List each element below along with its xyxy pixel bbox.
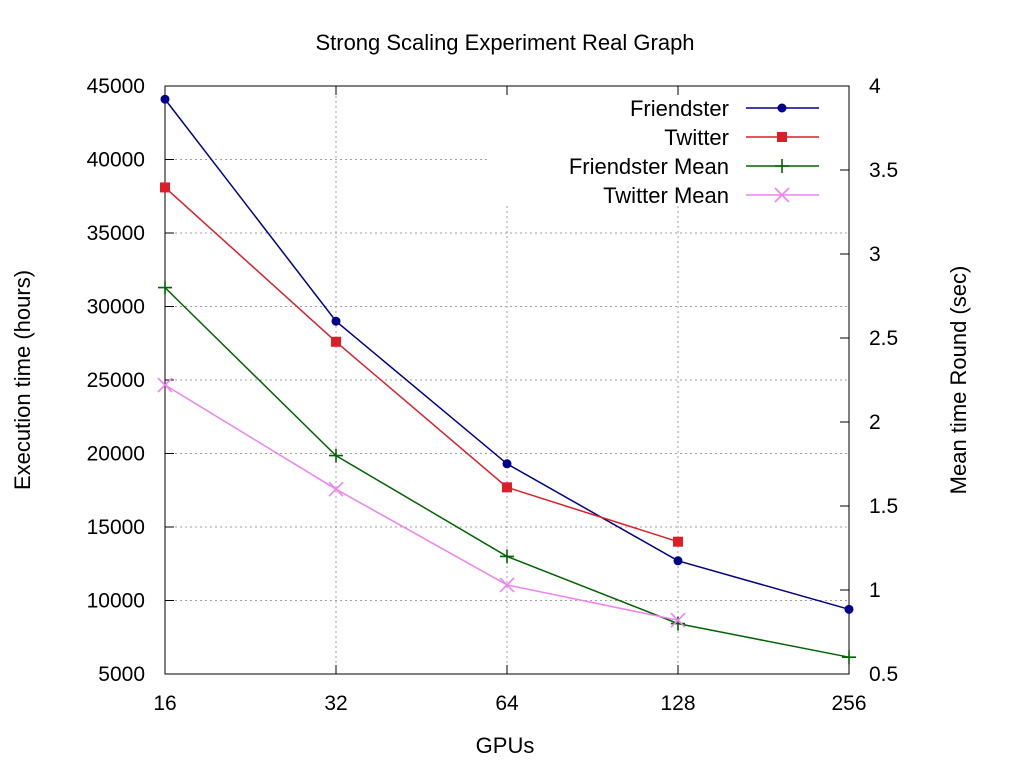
legend-marker-twitter-mean [774,187,790,203]
y2-tick-label: 2.5 [869,327,898,350]
y2-tick-label: 3 [869,243,881,266]
series-line-twitter [164,186,679,543]
grid [165,86,849,674]
data-point-twitter-mean [157,377,173,393]
y-tick-label: 15000 [87,516,145,539]
data-point-twitter [160,182,170,193]
legend-label-friendster-mean: Friendster Mean [569,154,729,179]
y-tick-label: 45000 [87,75,145,98]
y-tick-label: 25000 [87,369,145,392]
y2-tick-label: 3.5 [869,159,898,182]
x-tick-label: 16 [153,692,176,715]
y2-tick-label: 1.5 [869,495,898,518]
y2-tick-label: 0.5 [869,663,898,686]
data-point-friendster [673,556,683,566]
data-point-twitter [673,536,683,547]
x-tick-label: 32 [324,692,347,715]
legend-marker-friendster-mean [775,159,789,173]
legend: Friendster Twitter Friendster Mean Twitter … [569,96,819,208]
data-point-friendster [844,604,854,614]
data-point-twitter [502,482,512,493]
data-point-friendster [331,316,341,326]
data-point-friendster-mean [500,549,514,564]
data-point-friendster [502,459,512,469]
data-point-friendster-mean [158,280,172,295]
chart-title: Strong Scaling Experiment Real Graph [315,30,694,55]
y-tick-label: 40000 [87,149,145,172]
data-point-friendster-mean [671,616,685,631]
y2-axis-title: Mean time Round (sec) [946,266,971,495]
y-axis-title: Execution time (hours) [10,270,35,490]
data-point-twitter-mean [499,577,515,593]
x-axis-title: GPUs [476,733,535,758]
x-tick-label: 256 [831,692,866,715]
x-tick-label: 64 [495,692,519,715]
y-tick-label: 35000 [87,222,145,245]
data-point-friendster-mean [842,650,856,665]
legend-label-twitter: Twitter [664,125,729,150]
y-tick-label: 5000 [98,663,145,686]
legend-label-friendster: Friendster [630,96,729,121]
data-point-twitter-mean [328,481,344,497]
data-point-friendster-mean [329,448,343,463]
x-tick-label: 128 [660,692,695,715]
y-tick-label: 20000 [87,443,145,466]
y2-tick-label: 2 [869,411,881,434]
legend-label-twitter-mean: Twitter Mean [603,183,729,208]
axis-ticks: 5000 10000 15000 20000 25000 30000 35000 40000 4… [87,75,899,715]
y-tick-label: 30000 [87,296,145,319]
legend-marker-friendster [777,103,787,113]
y-tick-label: 10000 [87,590,145,613]
series-line-twitter-mean [164,384,679,621]
y2-tick-label: 4 [869,75,881,98]
y2-tick-label: 1 [869,579,881,602]
data-point-twitter [331,336,341,347]
data-point-friendster [160,94,170,104]
data-point-twitter-mean [670,612,686,628]
legend-marker-twitter [777,132,787,142]
series-group [157,94,856,665]
